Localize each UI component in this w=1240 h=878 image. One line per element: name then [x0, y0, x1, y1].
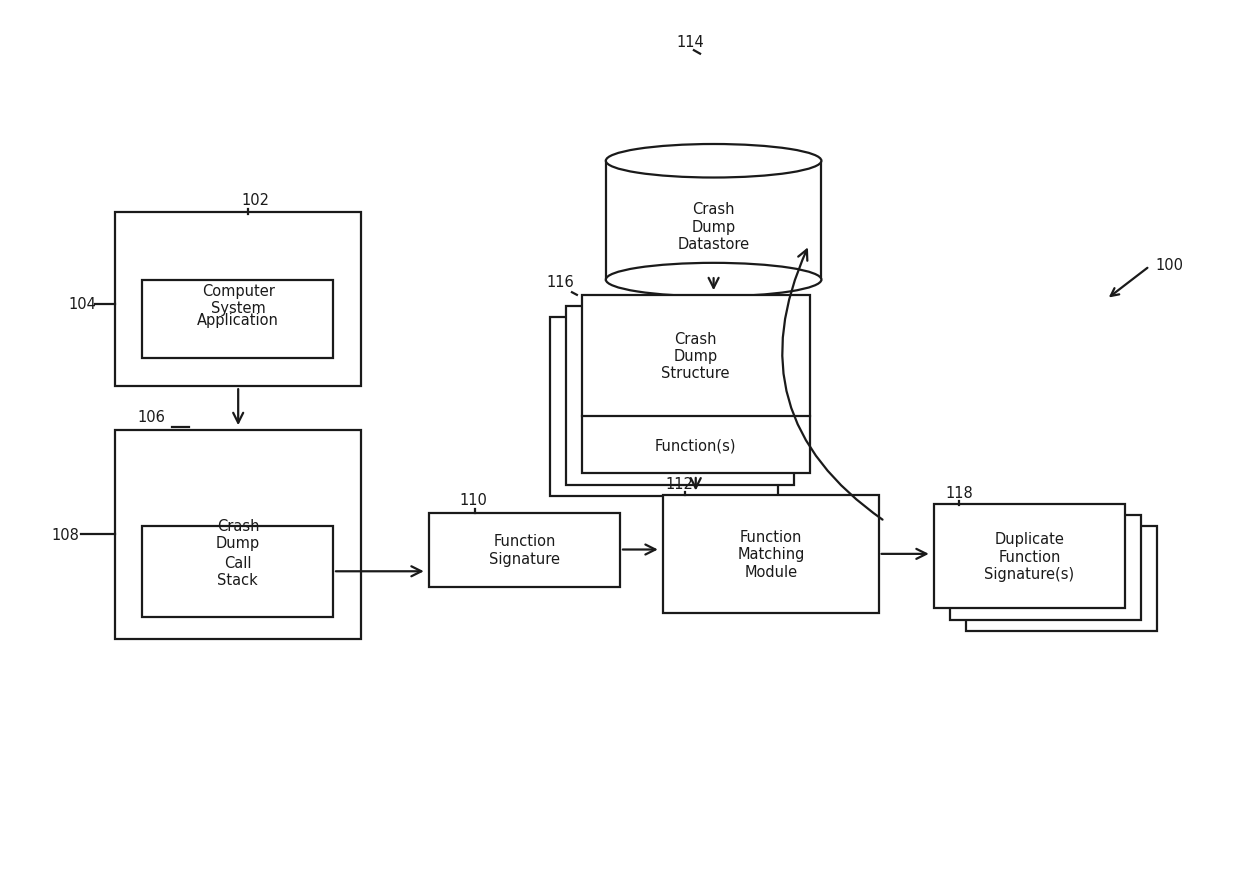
- FancyBboxPatch shape: [115, 212, 361, 387]
- FancyBboxPatch shape: [966, 527, 1157, 631]
- FancyBboxPatch shape: [429, 513, 620, 587]
- Text: Crash
Dump
Datastore: Crash Dump Datastore: [677, 202, 750, 252]
- Text: Function
Matching
Module: Function Matching Module: [738, 529, 805, 579]
- Text: Application: Application: [197, 313, 279, 327]
- Ellipse shape: [606, 263, 821, 297]
- Text: 102: 102: [242, 192, 270, 207]
- Text: Duplicate
Function
Signature(s): Duplicate Function Signature(s): [985, 531, 1075, 581]
- Text: 118: 118: [945, 486, 973, 500]
- Text: 110: 110: [460, 493, 487, 507]
- Text: Computer
System: Computer System: [202, 284, 274, 316]
- FancyArrowPatch shape: [782, 250, 883, 520]
- FancyBboxPatch shape: [565, 306, 794, 485]
- Text: Function(s): Function(s): [655, 438, 737, 453]
- Text: Crash
Dump
Structure: Crash Dump Structure: [661, 331, 730, 381]
- FancyBboxPatch shape: [143, 281, 334, 359]
- Text: 114: 114: [677, 35, 704, 50]
- Text: 108: 108: [51, 527, 79, 542]
- Text: 116: 116: [546, 275, 574, 290]
- FancyBboxPatch shape: [115, 430, 361, 639]
- Text: 104: 104: [68, 297, 95, 312]
- Text: Function
Signature: Function Signature: [489, 534, 560, 566]
- FancyBboxPatch shape: [934, 504, 1125, 608]
- Text: 100: 100: [1156, 257, 1184, 272]
- FancyBboxPatch shape: [950, 515, 1141, 620]
- Text: Crash
Dump: Crash Dump: [216, 519, 260, 551]
- Ellipse shape: [606, 145, 821, 178]
- FancyBboxPatch shape: [582, 296, 810, 474]
- Text: Call
Stack: Call Stack: [217, 556, 258, 587]
- FancyBboxPatch shape: [143, 526, 334, 617]
- FancyBboxPatch shape: [549, 318, 777, 496]
- Text: 106: 106: [138, 410, 165, 425]
- Text: 112: 112: [666, 477, 693, 492]
- FancyBboxPatch shape: [663, 495, 879, 613]
